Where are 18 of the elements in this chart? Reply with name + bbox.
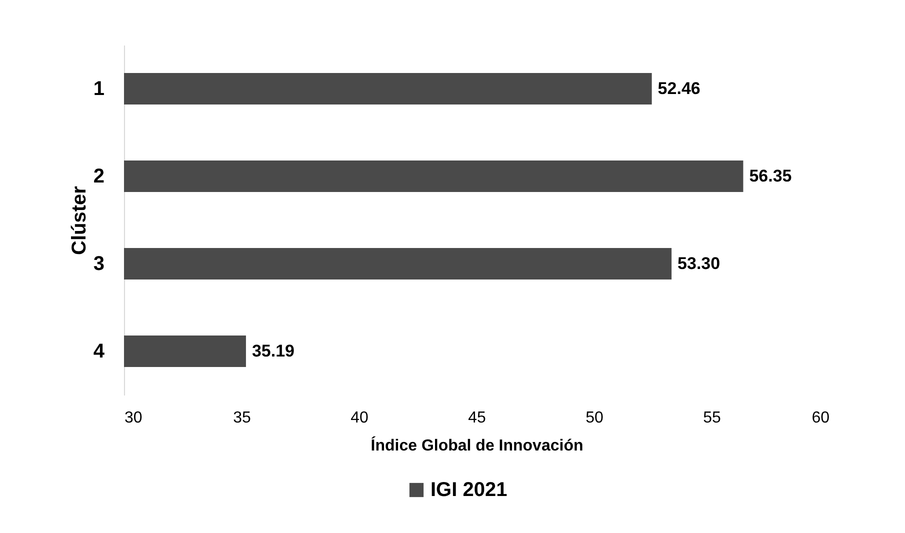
text: 56.35 xyxy=(749,166,792,186)
y-tick-label: 1 xyxy=(93,78,104,100)
x-tick-label: 35 xyxy=(233,410,251,426)
x-tick-label: 45 xyxy=(468,410,486,426)
x-tick-label: 30 xyxy=(124,410,142,426)
legend-label: IGI 2021 xyxy=(430,479,508,501)
y-tick-label: 4 xyxy=(93,340,106,362)
y-axis-title: Clúster xyxy=(68,186,90,255)
text: 35.19 xyxy=(252,341,295,360)
x-tick-label: 55 xyxy=(703,410,721,426)
y-tick-label: 3 xyxy=(93,252,104,275)
x-tick-label: 40 xyxy=(350,410,368,426)
x-tick-label: 60 xyxy=(812,410,830,426)
text: 52.46 xyxy=(658,78,700,98)
text: 53.30 xyxy=(678,254,720,273)
y-tick-label: 2 xyxy=(93,165,104,188)
x-tick-label: 50 xyxy=(586,410,604,426)
x-axis-title: Índice Global de Innovación xyxy=(370,436,584,454)
